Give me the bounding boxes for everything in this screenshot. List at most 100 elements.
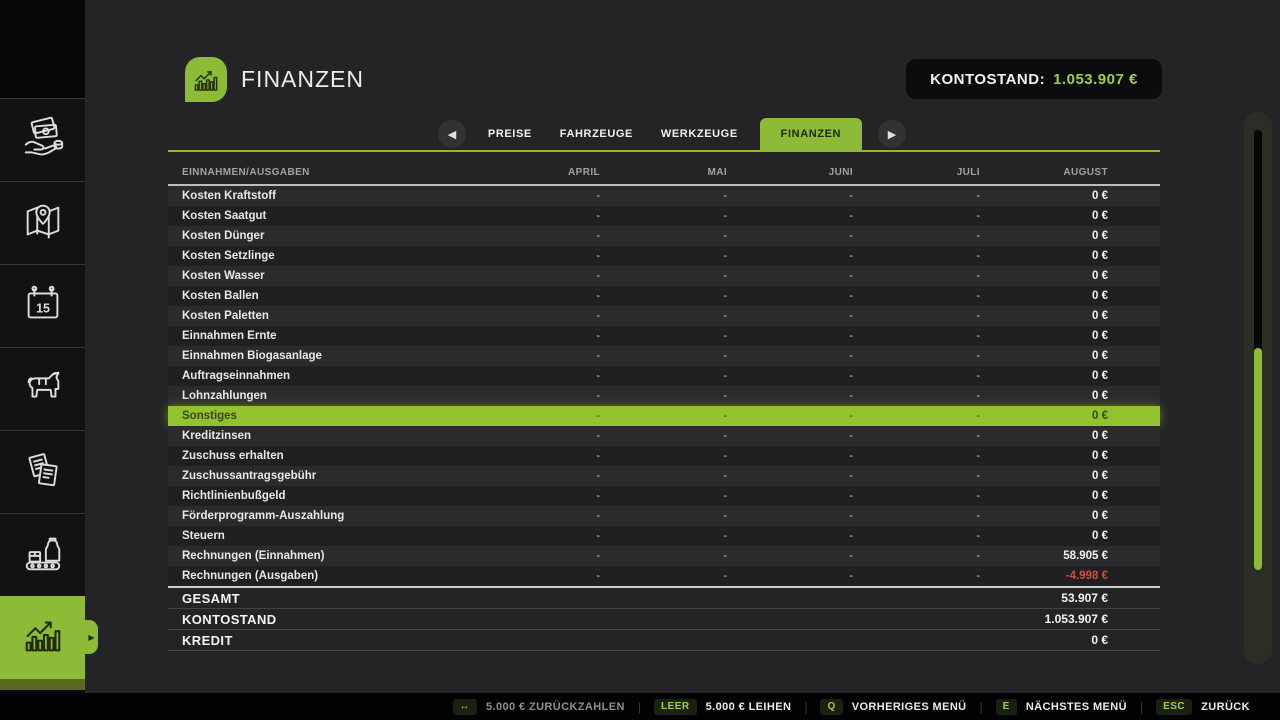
row-value: - bbox=[596, 530, 600, 542]
sidebar-item-contracts[interactable] bbox=[0, 430, 85, 513]
table-row[interactable]: Auftragseinnahmen - - - - 0 € bbox=[168, 366, 1160, 386]
sidebar-item-animals[interactable] bbox=[0, 347, 85, 430]
row-value: - bbox=[849, 250, 853, 262]
row-value: - bbox=[723, 190, 727, 202]
sidebar-item-production[interactable] bbox=[0, 513, 85, 596]
table-row[interactable]: Kosten Setzlinge - - - - 0 € bbox=[168, 246, 1160, 266]
calendar-icon: 15 bbox=[20, 281, 66, 332]
total-label: GESAMT bbox=[182, 590, 241, 606]
row-value: - bbox=[976, 410, 980, 422]
table-row[interactable]: Sonstiges - - - - 0 € bbox=[168, 406, 1160, 426]
row-value: - bbox=[723, 570, 727, 582]
table-row[interactable]: Rechnungen (Einnahmen) - - - - 58.905 € bbox=[168, 546, 1160, 566]
table-row[interactable]: Kosten Saatgut - - - - 0 € bbox=[168, 206, 1160, 226]
tab-underline bbox=[168, 150, 1160, 152]
sidebar-active-arrow[interactable]: ▶ bbox=[85, 620, 98, 654]
row-value: - bbox=[849, 410, 853, 422]
hint-label: 5.000 € LEIHEN bbox=[705, 700, 792, 713]
sidebar-item-calendar[interactable]: 15 bbox=[0, 264, 85, 347]
row-label: Förderprogramm-Auszahlung bbox=[182, 510, 345, 522]
table-header-row: EINNAHMEN/AUSGABEN APRIL MAI JUNI JULI A… bbox=[168, 152, 1160, 186]
column-header-august: AUGUST bbox=[1063, 167, 1108, 178]
row-value: - bbox=[596, 450, 600, 462]
mouse-axis-key-icon: ↔ bbox=[452, 698, 477, 715]
hint-label: 5.000 € ZURÜCKZAHLEN bbox=[486, 700, 625, 713]
hint-separator: | bbox=[1139, 699, 1144, 714]
row-value: - bbox=[849, 550, 853, 562]
row-value: - bbox=[849, 490, 853, 502]
table-row[interactable]: Lohnzahlungen - - - - 0 € bbox=[168, 386, 1160, 406]
table-row[interactable]: Rechnungen (Ausgaben) - - - - -4.998 € bbox=[168, 566, 1160, 586]
table-row[interactable]: Zuschuss erhalten - - - - 0 € bbox=[168, 446, 1160, 466]
table-row[interactable]: Einnahmen Ernte - - - - 0 € bbox=[168, 326, 1160, 346]
row-value: - bbox=[976, 490, 980, 502]
row-label: Kosten Paletten bbox=[182, 310, 269, 322]
row-label: Rechnungen (Einnahmen) bbox=[182, 550, 325, 562]
row-label: Rechnungen (Ausgaben) bbox=[182, 570, 319, 582]
sidebar-item-finances[interactable] bbox=[0, 596, 85, 679]
column-header-rows: EINNAHMEN/AUSGABEN bbox=[182, 167, 310, 178]
cow-icon bbox=[20, 364, 66, 415]
row-value: 0 € bbox=[1092, 470, 1108, 482]
row-value: - bbox=[976, 290, 980, 302]
row-value: - bbox=[723, 210, 727, 222]
row-label: Kosten Setzlinge bbox=[182, 250, 275, 262]
row-label: Einnahmen Ernte bbox=[182, 330, 277, 342]
total-value: 0 € bbox=[1091, 633, 1108, 647]
row-label: Kosten Saatgut bbox=[182, 210, 267, 222]
table-row[interactable]: Kosten Ballen - - - - 0 € bbox=[168, 286, 1160, 306]
row-value: 0 € bbox=[1092, 530, 1108, 542]
row-value: - bbox=[723, 230, 727, 242]
table-row[interactable]: Förderprogramm-Auszahlung - - - - 0 € bbox=[168, 506, 1160, 526]
row-value: - bbox=[976, 510, 980, 522]
finance-chart-icon bbox=[20, 612, 66, 663]
tabs-prev-button[interactable]: ◀ bbox=[438, 120, 466, 148]
table-row[interactable]: Kreditzinsen - - - - 0 € bbox=[168, 426, 1160, 446]
hint-repay-loan[interactable]: ↔ 5.000 € ZURÜCKZAHLEN bbox=[452, 698, 625, 715]
row-value: - bbox=[849, 290, 853, 302]
tab-werkzeuge[interactable]: WERKZEUGE bbox=[660, 128, 738, 140]
row-value: - bbox=[849, 270, 853, 282]
row-value: - bbox=[976, 210, 980, 222]
hint-next-menu[interactable]: E NÄCHSTES MENÜ bbox=[995, 698, 1127, 715]
row-value: - bbox=[849, 230, 853, 242]
row-value: - bbox=[849, 450, 853, 462]
tab-finanzen[interactable]: FINANZEN bbox=[759, 118, 863, 150]
scrollbar-thumb[interactable] bbox=[1254, 348, 1262, 570]
column-header-juni: JUNI bbox=[828, 167, 853, 178]
tab-preise[interactable]: PREISE bbox=[487, 128, 532, 140]
row-value: 0 € bbox=[1092, 410, 1108, 422]
row-label: Richtlinienbußgeld bbox=[182, 490, 286, 502]
table-row[interactable]: Kosten Kraftstoff - - - - 0 € bbox=[168, 186, 1160, 206]
row-value: 58.905 € bbox=[1063, 550, 1108, 562]
row-value: - bbox=[723, 530, 727, 542]
sidebar-item-finances-loans[interactable] bbox=[0, 98, 85, 181]
total-label: KONTOSTAND bbox=[182, 611, 277, 627]
row-value: - bbox=[596, 490, 600, 502]
total-row-kontostand: KONTOSTAND 1.053.907 € bbox=[168, 609, 1160, 630]
tabs-next-button[interactable]: ▶ bbox=[877, 120, 906, 148]
sidebar-item-map[interactable] bbox=[0, 181, 85, 264]
table-row[interactable]: Richtlinienbußgeld - - - - 0 € bbox=[168, 486, 1160, 506]
hint-borrow-loan[interactable]: LEER 5.000 € LEIHEN bbox=[653, 698, 792, 715]
row-value: 0 € bbox=[1092, 510, 1108, 522]
tab-fahrzeuge[interactable]: FAHRZEUGE bbox=[559, 128, 633, 140]
hint-separator: | bbox=[637, 699, 641, 714]
row-value: - bbox=[723, 350, 727, 362]
total-value: 1.053.907 € bbox=[1044, 612, 1108, 626]
hint-back[interactable]: ESC ZURÜCK bbox=[1156, 698, 1250, 715]
table-row[interactable]: Kosten Wasser - - - - 0 € bbox=[168, 266, 1160, 286]
row-value: - bbox=[596, 330, 600, 342]
table-row[interactable]: Kosten Dünger - - - - 0 € bbox=[168, 226, 1160, 246]
row-value: 0 € bbox=[1092, 250, 1108, 262]
money-hand-icon bbox=[20, 115, 66, 166]
table-row[interactable]: Einnahmen Biogasanlage - - - - 0 € bbox=[168, 346, 1160, 366]
balance-value: 1.053.907 € bbox=[1053, 70, 1138, 88]
table-row[interactable]: Kosten Paletten - - - - 0 € bbox=[168, 306, 1160, 326]
table-row[interactable]: Steuern - - - - 0 € bbox=[168, 526, 1160, 546]
hint-label: NÄCHSTES MENÜ bbox=[1025, 700, 1127, 713]
hint-previous-menu[interactable]: Q VORHERIGES MENÜ bbox=[820, 698, 966, 715]
sidebar: 15 bbox=[0, 0, 85, 720]
row-value: - bbox=[596, 430, 600, 442]
table-row[interactable]: Zuschussantragsgebühr - - - - 0 € bbox=[168, 466, 1160, 486]
